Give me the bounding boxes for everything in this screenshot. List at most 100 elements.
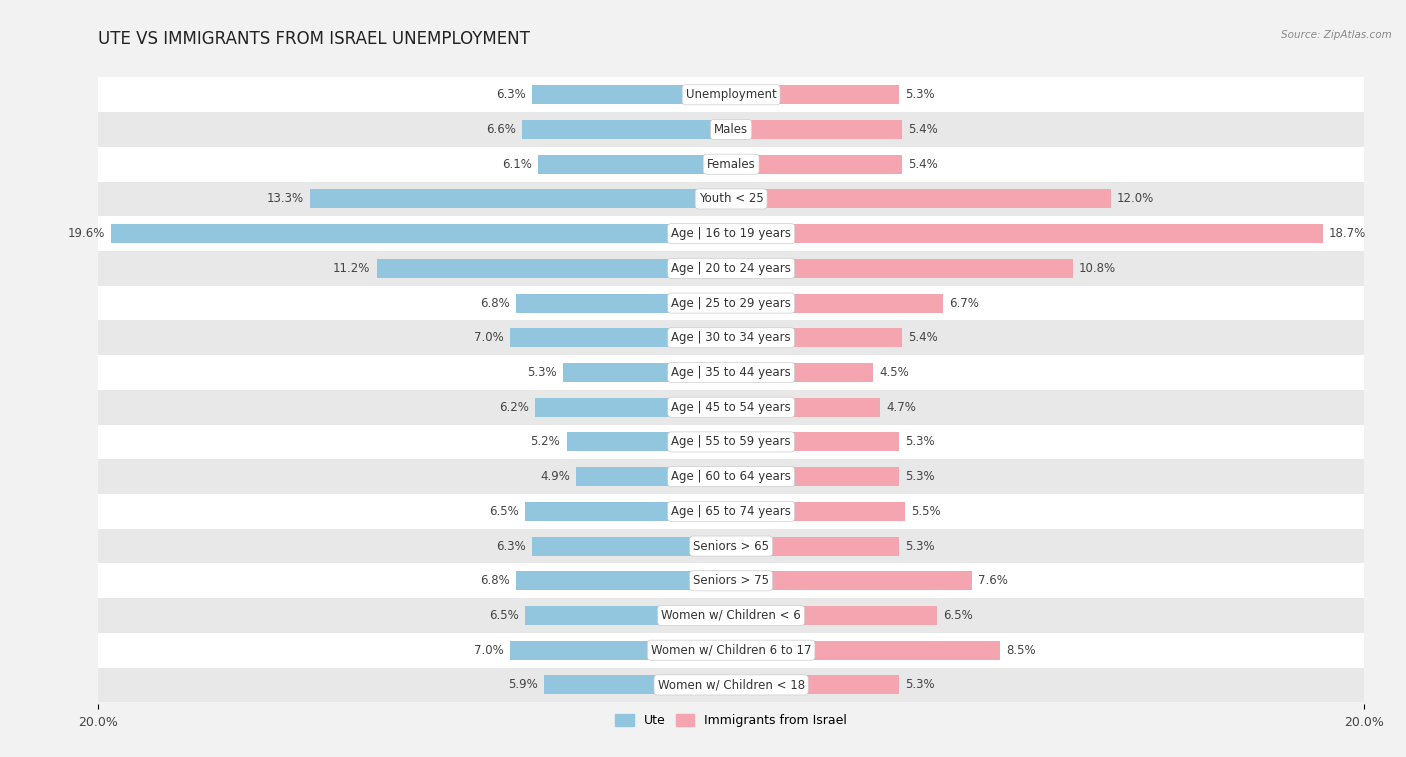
Text: 5.3%: 5.3% [905,435,935,448]
Text: 5.9%: 5.9% [509,678,538,691]
Bar [731,154,903,174]
Text: 6.3%: 6.3% [496,89,526,101]
Text: 5.3%: 5.3% [905,540,935,553]
Text: 5.2%: 5.2% [530,435,560,448]
Bar [98,77,1364,112]
Text: 4.5%: 4.5% [880,366,910,379]
Text: Women w/ Children < 18: Women w/ Children < 18 [658,678,804,691]
Text: 7.0%: 7.0% [474,643,503,657]
Bar [111,224,731,243]
Text: 5.3%: 5.3% [905,470,935,483]
Text: 6.5%: 6.5% [489,505,519,518]
Bar [98,494,1364,528]
Text: Males: Males [714,123,748,136]
Text: 18.7%: 18.7% [1329,227,1367,240]
Text: Age | 20 to 24 years: Age | 20 to 24 years [671,262,792,275]
Text: Women w/ Children 6 to 17: Women w/ Children 6 to 17 [651,643,811,657]
Text: 6.8%: 6.8% [479,297,509,310]
Bar [731,432,898,451]
Bar [576,467,731,486]
Bar [531,86,731,104]
Bar [98,528,1364,563]
Text: 6.5%: 6.5% [489,609,519,622]
Text: 12.0%: 12.0% [1116,192,1154,205]
Bar [98,320,1364,355]
Bar [98,459,1364,494]
Bar [531,537,731,556]
Text: Youth < 25: Youth < 25 [699,192,763,205]
Text: 5.5%: 5.5% [911,505,941,518]
Text: Age | 30 to 34 years: Age | 30 to 34 years [671,332,792,344]
Text: 7.6%: 7.6% [977,575,1008,587]
Bar [731,502,905,521]
Text: 19.6%: 19.6% [67,227,104,240]
Bar [731,86,898,104]
Bar [526,502,731,521]
Text: 6.6%: 6.6% [486,123,516,136]
Bar [98,598,1364,633]
Text: Seniors > 65: Seniors > 65 [693,540,769,553]
Bar [509,329,731,347]
Text: Age | 45 to 54 years: Age | 45 to 54 years [671,400,792,414]
Bar [98,668,1364,702]
Bar [731,329,903,347]
Bar [98,251,1364,285]
Text: 5.3%: 5.3% [527,366,557,379]
Bar [98,355,1364,390]
Legend: Ute, Immigrants from Israel: Ute, Immigrants from Israel [610,709,852,732]
Bar [567,432,731,451]
Bar [564,363,731,382]
Bar [538,154,731,174]
Bar [731,640,1000,660]
Text: Age | 55 to 59 years: Age | 55 to 59 years [671,435,792,448]
Bar [731,397,880,417]
Bar [98,147,1364,182]
Text: 5.4%: 5.4% [908,157,938,171]
Bar [509,640,731,660]
Text: UTE VS IMMIGRANTS FROM ISRAEL UNEMPLOYMENT: UTE VS IMMIGRANTS FROM ISRAEL UNEMPLOYME… [98,30,530,48]
Text: 6.8%: 6.8% [479,575,509,587]
Text: 5.3%: 5.3% [905,678,935,691]
Bar [731,294,943,313]
Bar [311,189,731,208]
Text: 7.0%: 7.0% [474,332,503,344]
Bar [98,112,1364,147]
Text: 6.1%: 6.1% [502,157,531,171]
Bar [534,397,731,417]
Bar [98,217,1364,251]
Bar [98,182,1364,217]
Text: 6.5%: 6.5% [943,609,973,622]
Text: Age | 16 to 19 years: Age | 16 to 19 years [671,227,792,240]
Bar [544,675,731,694]
Bar [731,363,873,382]
Text: 13.3%: 13.3% [267,192,304,205]
Text: 8.5%: 8.5% [1007,643,1036,657]
Text: Age | 35 to 44 years: Age | 35 to 44 years [671,366,792,379]
Bar [98,285,1364,320]
Bar [731,120,903,139]
Text: Unemployment: Unemployment [686,89,776,101]
Text: 5.4%: 5.4% [908,332,938,344]
Bar [731,189,1111,208]
Bar [731,537,898,556]
Bar [526,606,731,625]
Text: 10.8%: 10.8% [1078,262,1116,275]
Bar [98,425,1364,459]
Text: Source: ZipAtlas.com: Source: ZipAtlas.com [1281,30,1392,40]
Text: 6.7%: 6.7% [949,297,979,310]
Text: Age | 25 to 29 years: Age | 25 to 29 years [671,297,792,310]
Bar [523,120,731,139]
Bar [516,572,731,590]
Text: Age | 60 to 64 years: Age | 60 to 64 years [671,470,792,483]
Text: Females: Females [707,157,755,171]
Text: 5.4%: 5.4% [908,123,938,136]
Text: 6.3%: 6.3% [496,540,526,553]
Bar [98,633,1364,668]
Bar [98,390,1364,425]
Text: Seniors > 75: Seniors > 75 [693,575,769,587]
Text: 4.7%: 4.7% [886,400,915,414]
Bar [731,606,936,625]
Bar [377,259,731,278]
Text: 5.3%: 5.3% [905,89,935,101]
Bar [731,224,1323,243]
